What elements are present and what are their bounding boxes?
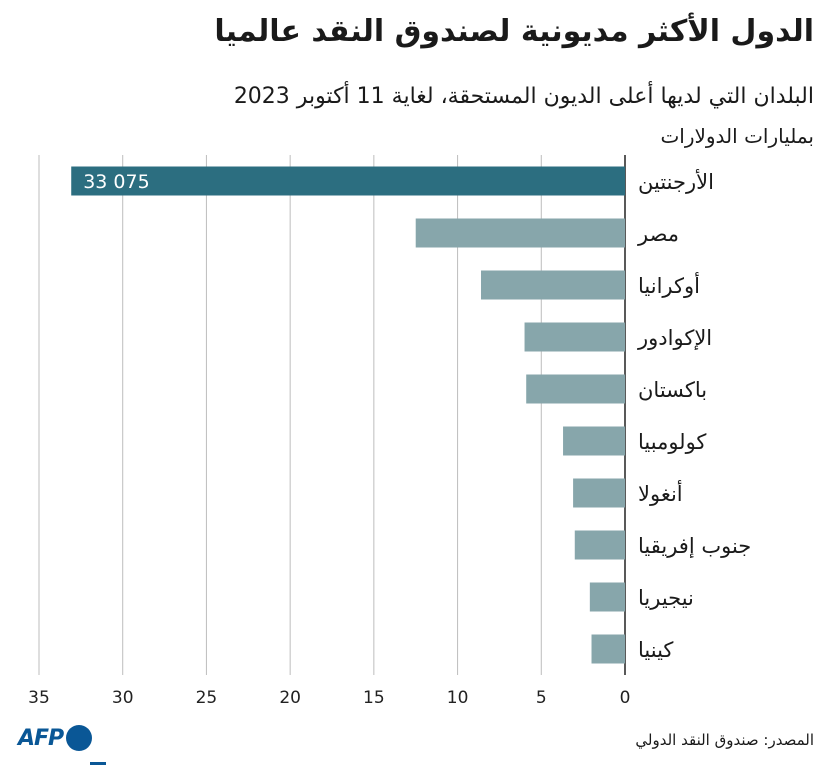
category-label: أنغولا bbox=[638, 480, 683, 506]
x-tick-label: 5 bbox=[536, 688, 547, 708]
unit-label: بمليارات الدولارات bbox=[660, 124, 814, 148]
x-tick-label: 25 bbox=[196, 688, 218, 708]
bar bbox=[524, 322, 625, 352]
x-tick-label: 0 bbox=[620, 688, 631, 708]
chart-subtitle: البلدان التي لديها أعلى الديون المستحقة،… bbox=[233, 84, 814, 109]
x-tick-label: 30 bbox=[112, 688, 134, 708]
category-label: نيجيريا bbox=[638, 586, 694, 610]
x-tick-label: 15 bbox=[363, 688, 385, 708]
bar bbox=[481, 270, 625, 300]
category-label: مصر bbox=[637, 222, 679, 246]
source-note: المصدر: صندوق النقد الدولي bbox=[635, 731, 814, 749]
logo-underline bbox=[90, 762, 106, 765]
x-axis-ticks: 35 30 25 20 15 10 5 0 bbox=[28, 688, 630, 708]
bar bbox=[591, 634, 625, 664]
bars: 33 075 bbox=[71, 166, 626, 664]
x-tick-label: 10 bbox=[447, 688, 469, 708]
category-label: الإكوادور bbox=[637, 326, 712, 350]
bar-value-label: 33 075 bbox=[83, 171, 149, 193]
bar bbox=[71, 166, 626, 196]
bar bbox=[573, 478, 625, 508]
logo-dot-icon bbox=[66, 725, 93, 751]
afp-logo: AFP bbox=[18, 725, 106, 765]
bar bbox=[589, 582, 625, 612]
x-tick-label: 20 bbox=[279, 688, 301, 708]
category-label: كولومبيا bbox=[638, 430, 706, 454]
logo-text: AFP bbox=[18, 725, 64, 751]
bar bbox=[574, 530, 625, 560]
category-label: جنوب إفريقيا bbox=[638, 534, 751, 559]
x-tick-label: 35 bbox=[28, 688, 50, 708]
bar bbox=[415, 218, 625, 248]
category-label: الأرجنتين bbox=[638, 169, 714, 194]
category-labels: الأرجنتين مصر أوكرانيا الإكوادور باكستان كولو… bbox=[637, 169, 751, 662]
bar bbox=[526, 374, 625, 404]
bar-chart: 33 075 الأرجنتين مصر أوكرانيا الإكوادور باكس… bbox=[28, 155, 751, 708]
category-label: أوكرانيا bbox=[638, 272, 700, 298]
category-label: باكستان bbox=[638, 378, 707, 402]
category-label: كينيا bbox=[638, 638, 673, 662]
chart-title: الدول الأكثر مديونية لصندوق النقد عالميا bbox=[214, 14, 814, 49]
bar bbox=[563, 426, 625, 456]
